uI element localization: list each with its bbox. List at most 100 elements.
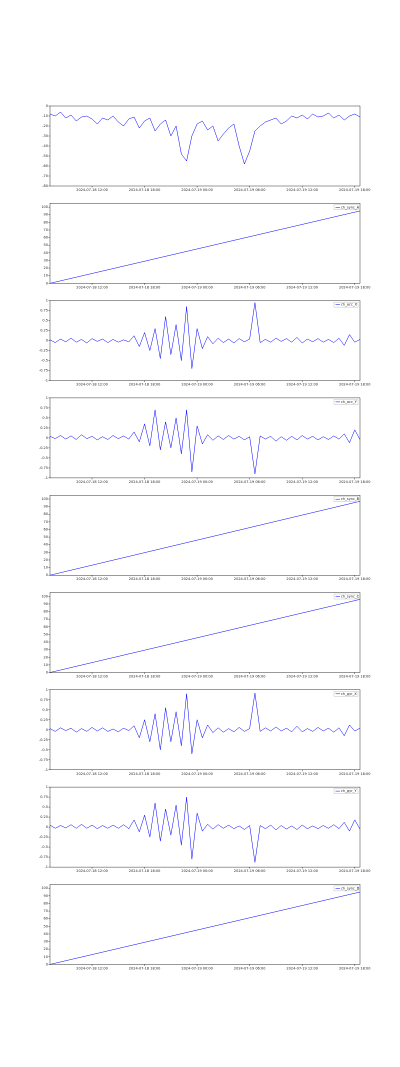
y-tick-label: 50 (44, 632, 48, 636)
y-tick-label: 40 (44, 932, 48, 936)
y-tick-label: 70 (44, 909, 48, 913)
x-tick-label: 2024-07-19 18:00 (339, 577, 371, 581)
y-tick-label: -50 (42, 154, 48, 158)
y-tick-label: -1 (45, 768, 49, 772)
y-tick-label: 1 (46, 785, 48, 789)
x-tick-label: 2024-07-19 18:00 (339, 869, 371, 873)
y-tick-label: 0 (46, 281, 48, 285)
y-tick-label: 1 (46, 396, 48, 400)
x-tick-label: 2024-07-19 06:00 (234, 285, 266, 289)
y-tick-label: 1 (46, 688, 48, 692)
x-tick-label: 2024-07-18 18:00 (129, 577, 161, 581)
y-tick-label: 50 (44, 535, 48, 539)
y-tick-label: 70 (44, 520, 48, 524)
x-tick-label: 2024-07-19 18:00 (339, 188, 371, 192)
y-tick-label: 20 (44, 266, 48, 270)
x-tick-label: 2024-07-18 12:00 (76, 480, 108, 484)
y-tick-label: 70 (44, 228, 48, 232)
y-tick-label: -60 (42, 164, 48, 168)
x-tick-label: 2024-07-19 00:00 (181, 480, 213, 484)
series-line (49, 692, 361, 754)
y-tick-label: -0.25 (39, 738, 48, 742)
y-tick-label: -40 (42, 144, 48, 148)
x-tick-label: 2024-07-19 06:00 (234, 869, 266, 873)
y-tick-label: 1 (46, 299, 48, 303)
x-tick-label: 2024-07-19 06:00 (234, 480, 266, 484)
x-tick-label: 2024-07-18 18:00 (129, 383, 161, 387)
y-tick-label: -1 (45, 865, 49, 869)
x-tick-label: 2024-07-19 12:00 (286, 869, 318, 873)
x-tick-label: 2024-07-19 06:00 (234, 188, 266, 192)
series-line (49, 797, 361, 863)
y-tick-label: 40 (44, 251, 48, 255)
x-tick-label: 2024-07-18 18:00 (129, 285, 161, 289)
y-tick-label: 0 (46, 728, 48, 732)
y-tick-label: 80 (44, 610, 48, 614)
y-tick-label: -0.75 (39, 758, 48, 762)
y-tick-label: 80 (44, 220, 48, 224)
y-tick-label: 40 (44, 640, 48, 644)
x-tick-label: 2024-07-19 06:00 (234, 577, 266, 581)
y-tick-label: 20 (44, 655, 48, 659)
y-tick-label: 10 (44, 663, 48, 667)
x-tick-label: 2024-07-18 12:00 (76, 285, 108, 289)
x-tick-label: 2024-07-18 12:00 (76, 188, 108, 192)
y-tick-label: 0.25 (40, 815, 48, 819)
x-tick-label: 2024-07-18 12:00 (76, 772, 108, 776)
y-tick-label: 0.5 (42, 708, 48, 712)
legend-label: ch_sync_C (341, 595, 360, 599)
legend-box (333, 301, 359, 308)
series-line (49, 599, 361, 673)
y-tick-label: 0.5 (42, 319, 48, 323)
y-tick-label: 90 (44, 505, 48, 509)
x-tick-label: 2024-07-19 06:00 (234, 675, 266, 679)
legend-label: ch_gyr_X (341, 692, 357, 696)
y-tick-label: 30 (44, 258, 48, 262)
x-tick-label: 2024-07-19 06:00 (234, 966, 266, 970)
y-tick-label: 0 (46, 962, 48, 966)
series-line (49, 302, 361, 369)
y-tick-label: 70 (44, 617, 48, 621)
x-tick-label: 2024-07-19 18:00 (339, 675, 371, 679)
legend-label: ch_acc_Y (341, 400, 358, 404)
y-tick-label: 0 (46, 104, 48, 108)
x-tick-label: 2024-07-19 12:00 (286, 285, 318, 289)
y-tick-label: -0.25 (39, 446, 48, 450)
y-tick-label: 0 (46, 436, 48, 440)
x-tick-label: 2024-07-18 12:00 (76, 869, 108, 873)
x-tick-label: 2024-07-19 12:00 (286, 188, 318, 192)
y-tick-label: -0.5 (41, 456, 48, 460)
x-tick-label: 2024-07-19 12:00 (286, 772, 318, 776)
y-tick-label: 30 (44, 940, 48, 944)
y-tick-label: -0.5 (41, 748, 48, 752)
y-tick-label: 100 (41, 497, 48, 501)
x-tick-label: 2024-07-18 12:00 (76, 966, 108, 970)
x-tick-label: 2024-07-19 18:00 (339, 383, 371, 387)
series-line (49, 891, 361, 965)
y-tick-label: 100 (41, 886, 48, 890)
x-tick-label: 2024-07-18 18:00 (129, 869, 161, 873)
y-tick-label: 0 (46, 671, 48, 675)
y-tick-label: 0.75 (40, 698, 48, 702)
legend-label: ch_gyr_Y (341, 789, 357, 793)
y-tick-label: 20 (44, 947, 48, 951)
x-tick-label: 2024-07-19 06:00 (234, 772, 266, 776)
y-tick-label: 50 (44, 924, 48, 928)
y-tick-label: 0 (46, 573, 48, 577)
legend-box (333, 885, 359, 892)
y-tick-label: 60 (44, 236, 48, 240)
y-tick-label: 100 (41, 594, 48, 598)
plot-frame (49, 786, 361, 868)
plot-frame (49, 884, 361, 965)
y-tick-label: 0.25 (40, 426, 48, 430)
y-tick-label: -0.25 (39, 349, 48, 353)
x-tick-label: 2024-07-19 18:00 (339, 480, 371, 484)
y-tick-label: 10 (44, 955, 48, 959)
x-tick-label: 2024-07-18 12:00 (76, 577, 108, 581)
y-tick-label: 80 (44, 512, 48, 516)
y-tick-label: 40 (44, 543, 48, 547)
x-tick-label: 2024-07-18 18:00 (129, 188, 161, 192)
x-tick-label: 2024-07-18 12:00 (76, 383, 108, 387)
y-tick-label: 0.25 (40, 329, 48, 333)
